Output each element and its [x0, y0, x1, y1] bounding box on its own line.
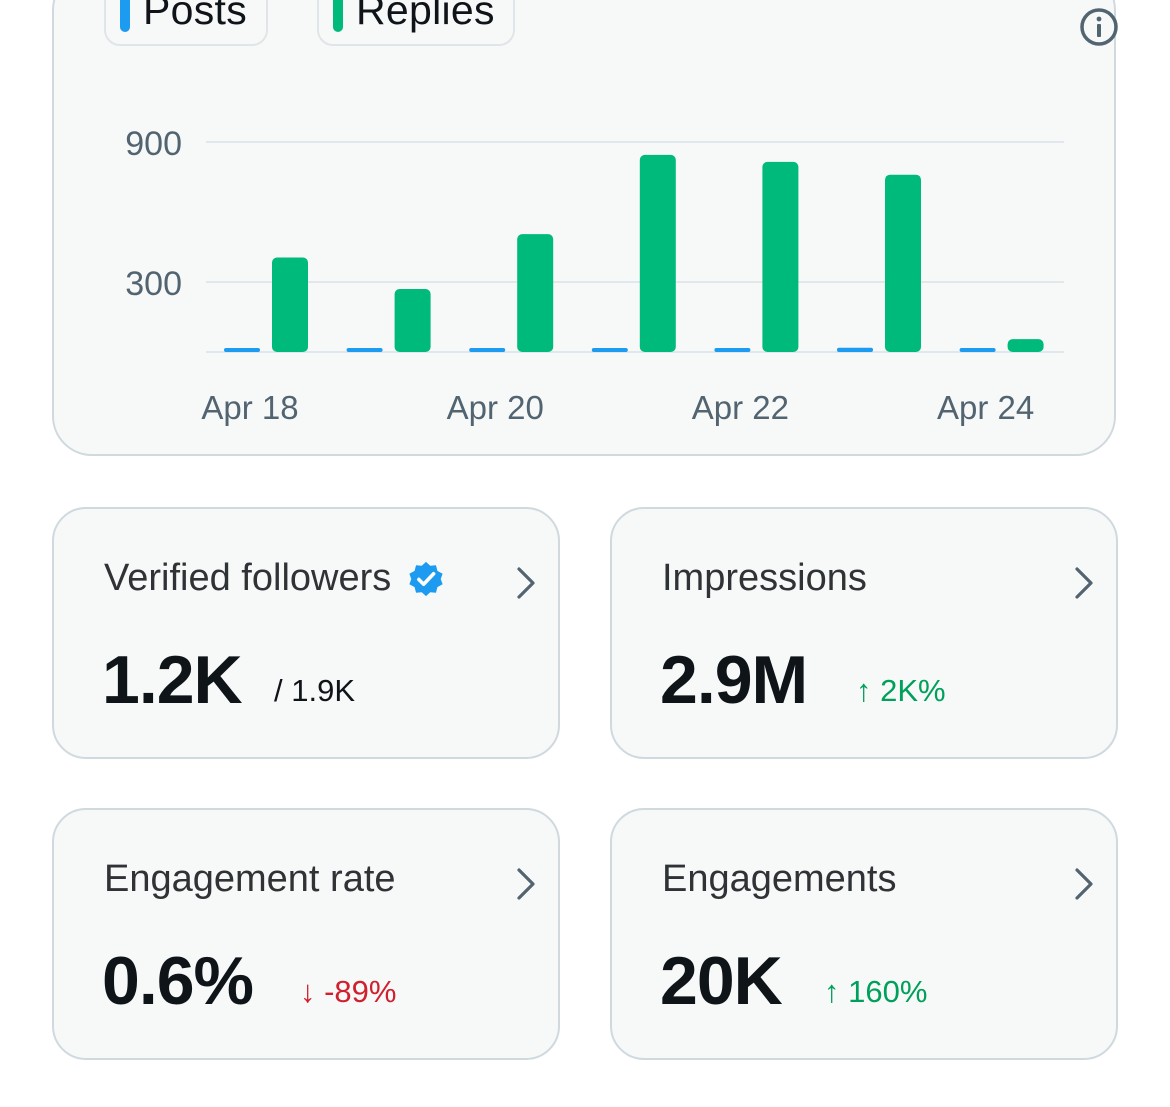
stat-change: ↓ -89% [300, 974, 397, 1009]
bar-chart: 300 900 Apr 18 Apr 20 Apr 22 Apr 24 [125, 125, 1064, 426]
x-tick-label: Apr 20 [447, 389, 544, 426]
replies-bar [762, 161, 799, 352]
verified-badge-icon [409, 561, 443, 596]
verified-followers-card[interactable]: Verified followers 1.2K / 1.9K [52, 507, 560, 759]
legend-replies-chip[interactable]: Replies [317, 0, 515, 46]
x-tick-label: Apr 18 [201, 389, 298, 426]
chevron-right-icon [1075, 567, 1093, 599]
stat-title: Engagement rate [104, 858, 396, 900]
posts-bar [469, 348, 506, 352]
stat-change: ↑ 160% [824, 974, 928, 1009]
posts-bar [837, 347, 873, 352]
engagement-rate-card[interactable]: Engagement rate 0.6% ↓ -89% [52, 808, 560, 1060]
posts-bar [346, 348, 383, 352]
replies-bar [394, 289, 431, 352]
stat-value: 0.6% [102, 943, 254, 1019]
posts-bar [591, 348, 628, 352]
posts-swatch [120, 0, 130, 32]
stat-title: Impressions [662, 557, 867, 599]
posts-bar [224, 348, 260, 352]
legend-label: Replies [356, 0, 495, 33]
stat-change: ↑ 2K% [856, 673, 946, 708]
stat-title: Engagements [662, 858, 897, 900]
posts-bar [959, 348, 996, 352]
y-tick-label: 300 [125, 265, 182, 303]
replies-swatch [333, 0, 343, 32]
stat-total: / 1.9K [274, 673, 355, 708]
chevron-right-icon [1075, 868, 1093, 900]
engagements-card[interactable]: Engagements 20K ↑ 160% [610, 808, 1118, 1060]
info-circle-icon[interactable] [1078, 6, 1120, 48]
replies-bar [885, 174, 921, 352]
x-tick-label: Apr 22 [692, 389, 789, 426]
replies-bar [1007, 339, 1044, 352]
chevron-right-icon [517, 567, 535, 599]
replies-bar [517, 234, 554, 352]
chevron-right-icon [517, 868, 535, 900]
y-tick-label: 900 [125, 125, 182, 163]
stat-title: Verified followers [104, 557, 392, 599]
stat-value: 20K [660, 943, 783, 1019]
legend-label: Posts [143, 0, 248, 33]
stat-value: 2.9M [660, 642, 808, 718]
stat-title-row: Verified followers [104, 557, 445, 600]
posts-bar [714, 348, 751, 352]
x-tick-label: Apr 24 [937, 389, 1034, 426]
chart-card: Posts Replies 300 900 Apr 18 Apr 20 Apr 22 Ap… [52, 0, 1118, 456]
replies-bar [639, 154, 676, 352]
impressions-card[interactable]: Impressions 2.9M ↑ 2K% [610, 507, 1118, 759]
replies-bar [272, 257, 308, 352]
stat-value: 1.2K [102, 642, 243, 718]
legend-posts-chip[interactable]: Posts [104, 0, 268, 46]
